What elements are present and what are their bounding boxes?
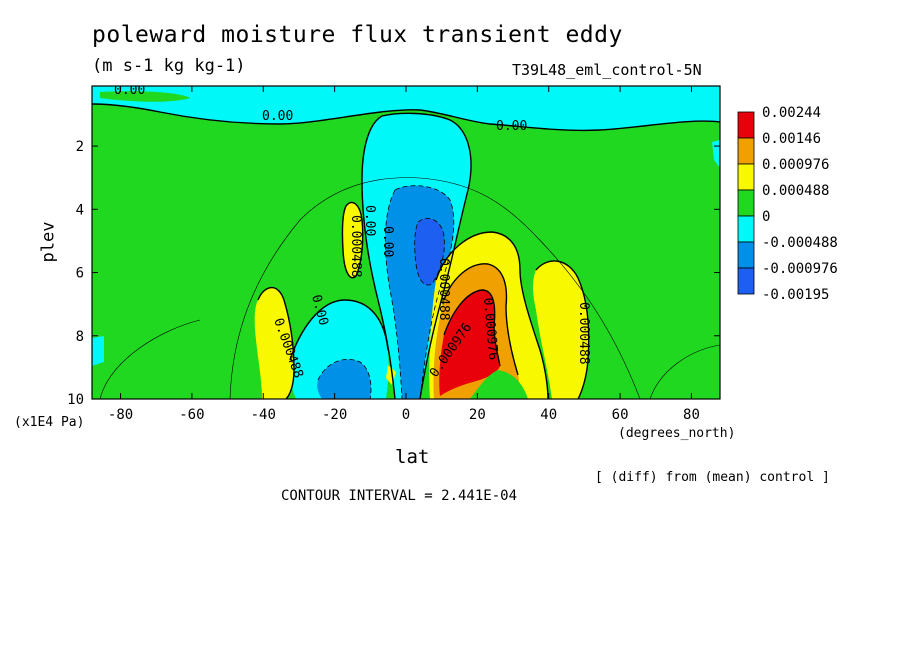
region-cyan-top: [92, 86, 720, 131]
color-legend: 0.00244 0.00146 0.000976 0.000488 0 -0.000488…: [737, 105, 838, 303]
x-tick-label: -60: [179, 407, 204, 423]
x-axis-ticks: -80 -60 -40 -20 0 20 40 60 80: [108, 86, 700, 423]
y-tick-label: 6: [76, 266, 84, 282]
y-axis-ticks: 2 4 6 8 10: [67, 139, 720, 408]
contour-cyan-south: [289, 299, 389, 361]
contour-label-6: 0.00: [380, 226, 395, 257]
region-darkblue-core: [414, 218, 445, 286]
contour-label-11: 0.000976: [480, 297, 500, 361]
thin-contours: [99, 177, 720, 399]
x-tick-label: -80: [108, 407, 133, 423]
legend-swatch: [737, 215, 755, 243]
legend-swatch: [737, 189, 755, 217]
y-tick-label: 2: [76, 139, 84, 155]
region-yellow-left: [342, 202, 363, 278]
region-green-top-island: [100, 91, 190, 102]
dashed-contour-2: [384, 189, 403, 399]
thin-contour-3: [649, 344, 720, 399]
legend-swatch: [737, 267, 755, 295]
legend-swatch: [737, 137, 755, 165]
contour-interval: CONTOUR INTERVAL = 2.441E-04: [281, 488, 518, 504]
thin-contour-1: [229, 177, 641, 399]
contour-orange-north: [443, 263, 519, 376]
legend-swatch: [737, 163, 755, 191]
thin-contour-2: [99, 319, 201, 399]
x-tick-label: 80: [683, 407, 700, 423]
legend-label: 0.00244: [762, 105, 821, 121]
plot-area: 0.00 0.00 0.00 0.00 0.00 0.00 0.000488 0…: [92, 83, 720, 399]
legend-label: 0.000488: [762, 183, 829, 199]
region-blue-south: [317, 359, 371, 399]
diff-note: [ (diff) from (mean) control ]: [595, 470, 830, 485]
region-green-north-edge: [470, 370, 528, 399]
legend-label: -0.00195: [762, 287, 829, 303]
run-label: T39L48_eml_control-5N: [512, 61, 702, 79]
legend-label: 0: [762, 209, 770, 225]
contour-zero-column-left: [361, 115, 396, 399]
x-tick-label: 20: [469, 407, 486, 423]
contour-zero-column: [381, 112, 472, 399]
chart-title: poleward moisture flux transient eddy: [92, 22, 623, 48]
x-tick-label: -20: [322, 407, 347, 423]
region-cyan-sw-edge: [92, 336, 104, 366]
y-tick-label: 4: [76, 202, 84, 218]
contour-label-9: 0.000488: [576, 302, 591, 365]
contour-red-core: [443, 289, 501, 367]
dashed-contour-1: [394, 185, 455, 399]
region-cyan-edge: [712, 140, 720, 168]
contour-label-10: 0.000488: [436, 258, 451, 321]
legend-swatch: [737, 241, 755, 269]
y-axis-unit: (x1E4 Pa): [14, 415, 85, 430]
dashed-contours: [317, 185, 455, 399]
y-tick-label: 10: [67, 392, 84, 408]
contour-label-3: 0.00: [496, 119, 527, 134]
region-red-core: [439, 290, 500, 396]
legend-label: 0.000976: [762, 157, 829, 173]
x-tick-label: -40: [251, 407, 276, 423]
contour-yellow-left: [341, 201, 364, 279]
x-tick-label: 40: [540, 407, 557, 423]
contour-zero-top: [92, 103, 720, 132]
legend-label: -0.000488: [762, 235, 838, 251]
region-yellow-east: [533, 260, 589, 399]
legend-label: 0.00146: [762, 131, 821, 147]
legend-label: -0.000976: [762, 261, 838, 277]
x-tick-label: 0: [402, 407, 410, 423]
contour-yellow-sw: [257, 286, 295, 399]
contour-label-7: 0.000488: [348, 215, 363, 278]
x-tick-label: 60: [612, 407, 629, 423]
contour-lines: [92, 103, 720, 399]
legend-swatch: [737, 111, 755, 139]
contour-label-2: 0.00: [262, 109, 293, 124]
region-yellow-sw: [254, 287, 294, 399]
contour-label-4: 0.00: [362, 205, 377, 236]
dashed-contour-4: [317, 358, 372, 399]
x-axis-unit: (degrees_north): [618, 426, 736, 441]
x-axis-label: lat: [395, 446, 430, 468]
contour-yellow-north: [435, 231, 549, 399]
dashed-contour-3: [414, 218, 445, 286]
chart-units: (m s-1 kg kg-1): [92, 56, 246, 76]
contour-label-1: 0.00: [114, 83, 145, 98]
y-tick-label: 8: [76, 329, 84, 345]
